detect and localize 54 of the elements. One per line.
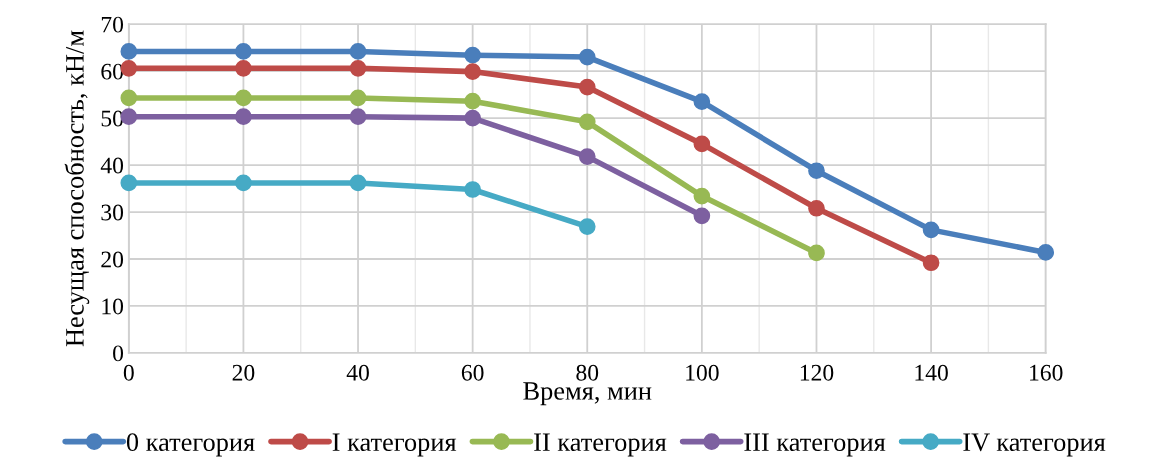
y-tick-label: 20 [101,251,124,268]
x-tick-label: 120 [800,364,834,381]
legend-label: 0 категория [126,433,255,457]
point [808,199,825,217]
point [693,93,711,111]
y-tick-label: 30 [101,204,124,221]
x-tick-label: 40 [346,364,369,381]
point [578,113,596,131]
x-tick-label: 160 [1030,364,1063,381]
point [922,254,940,272]
x-axis-title: Время, мин [523,382,652,406]
point [235,108,252,126]
point [235,43,252,60]
point [1037,244,1055,261]
point [578,48,596,66]
point [464,92,481,110]
x-tick-label: 140 [915,364,948,381]
point [464,109,481,127]
point [464,63,481,80]
point [808,244,825,262]
y-tick-label: 10 [102,298,124,315]
point [693,207,711,225]
point [693,135,711,153]
y-axis-title: Несущая способность, кН/м [64,30,90,347]
point [693,187,711,205]
y-tick-label: 0 [113,345,124,362]
point [349,174,367,192]
x-tick-label: 100 [686,364,719,381]
point [464,181,481,198]
y-tick-label: 70 [101,16,124,33]
point [578,148,596,165]
point [578,78,596,96]
point [349,43,367,60]
y-tick-label: 40 [100,157,124,174]
point [578,218,596,235]
point [349,59,367,77]
point [808,162,825,180]
point [235,59,252,77]
point [235,89,252,107]
legend-label: III категория [744,433,886,457]
x-tick-label: 20 [232,364,255,381]
point [349,108,367,126]
point [120,89,138,107]
point [120,43,138,60]
legend-label: II категория [534,433,667,457]
point [464,46,481,64]
legend-label: IV категория [963,433,1106,457]
x-tick-label: 80 [576,364,599,381]
point [922,221,940,239]
legend-label: I категория [332,433,457,457]
x-tick-label: 60 [461,364,484,381]
point [349,89,367,107]
point [120,174,138,192]
point [235,174,252,192]
